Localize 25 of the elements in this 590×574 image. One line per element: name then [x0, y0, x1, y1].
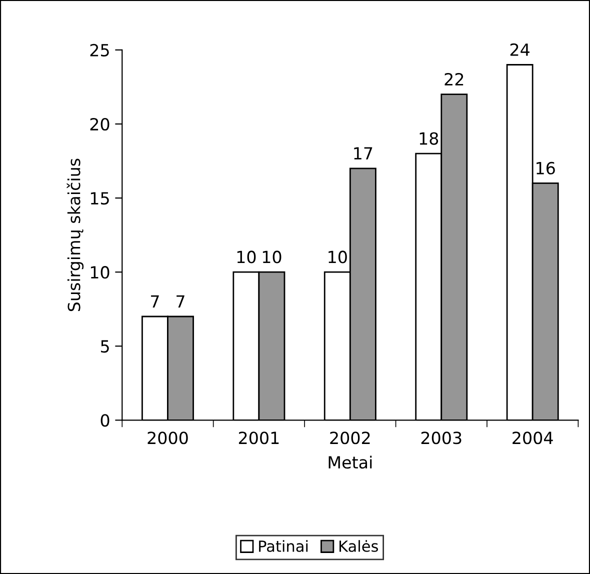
y-tick-label: 15: [90, 192, 109, 205]
data-label: 7: [151, 295, 159, 308]
x-tick-label: 2003: [421, 432, 462, 444]
data-label: 10: [237, 250, 256, 264]
y-tick-label: 25: [90, 44, 109, 57]
x-tick-label: 2002: [330, 432, 370, 444]
y-axis-title: Susirgimų skaičius: [66, 158, 84, 312]
y-tick-label: 5: [101, 340, 109, 353]
legend-label: Kalės: [340, 540, 378, 552]
data-label: 18: [420, 132, 438, 145]
data-label: 17: [354, 147, 372, 160]
y-tick-label: 20: [90, 118, 110, 131]
legend-label: Patinai: [259, 540, 308, 552]
data-label: 16: [536, 162, 555, 174]
y-tick-label: 10: [90, 266, 110, 279]
data-label: 10: [262, 250, 282, 264]
x-tick-label: 2000: [148, 432, 188, 444]
data-label: 7: [176, 295, 184, 308]
x-tick-label: 2004: [512, 432, 553, 444]
y-tick-label: 0: [100, 414, 110, 427]
x-axis-title: Metai: [328, 456, 372, 469]
data-label: 10: [328, 250, 347, 264]
data-label: 24: [510, 43, 530, 56]
x-tick-label: 2001: [238, 432, 279, 444]
data-label: 22: [444, 72, 464, 86]
